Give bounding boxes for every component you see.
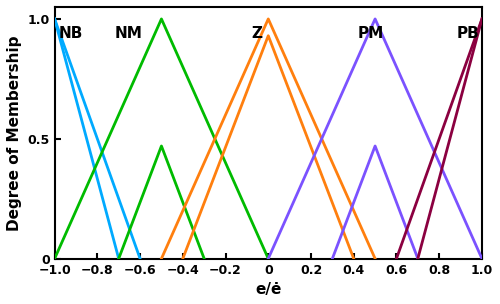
Text: NB: NB	[59, 26, 84, 41]
Text: Z: Z	[251, 26, 262, 41]
Text: PM: PM	[358, 26, 384, 41]
Text: NM: NM	[114, 26, 142, 41]
Text: PB: PB	[456, 26, 479, 41]
X-axis label: e/ė: e/ė	[255, 282, 281, 297]
Y-axis label: Degree of Membership: Degree of Membership	[7, 35, 22, 230]
